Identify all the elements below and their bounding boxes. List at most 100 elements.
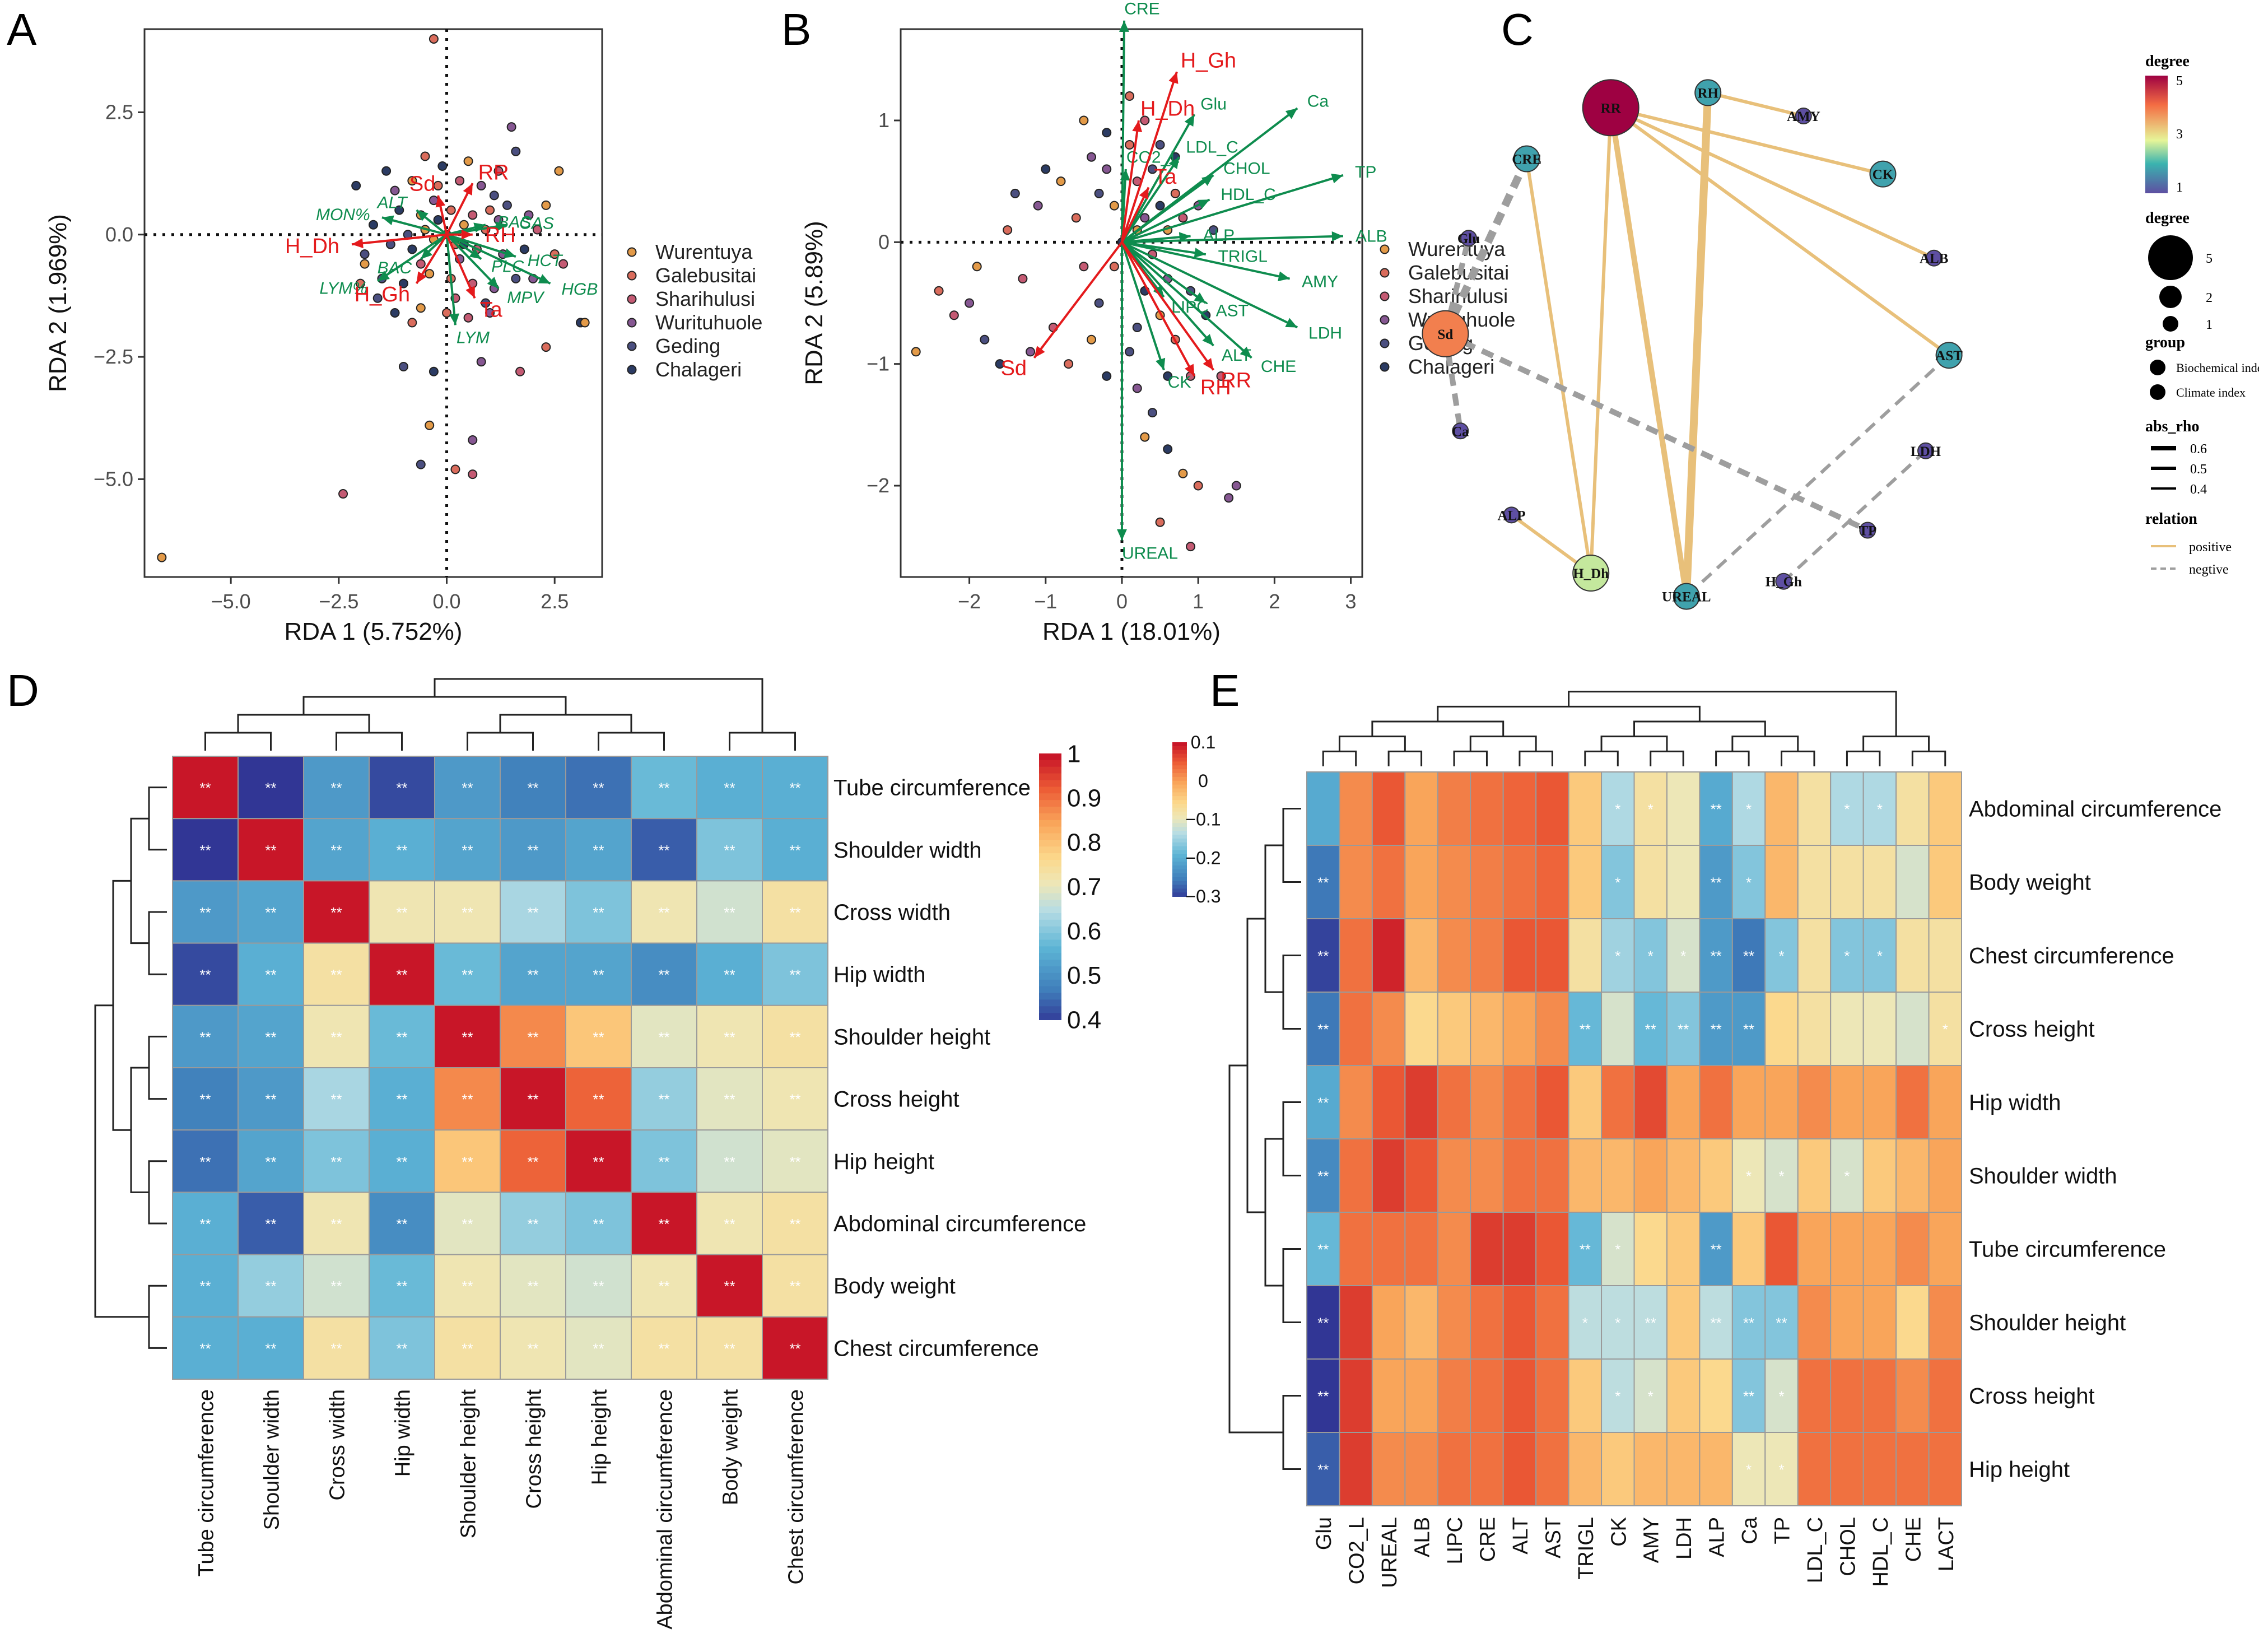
heat-cell bbox=[696, 1129, 763, 1193]
significance-label: ** bbox=[724, 780, 735, 797]
x-tick-label: 0 bbox=[1116, 590, 1128, 613]
colorbar-segment bbox=[1039, 787, 1061, 794]
data-point bbox=[360, 259, 370, 269]
heat-cell bbox=[1862, 1432, 1897, 1506]
node-h-gh bbox=[1775, 573, 1792, 590]
green-arrowhead-mpv bbox=[487, 277, 499, 288]
colorbar-segment bbox=[1172, 757, 1187, 762]
heat-cell bbox=[1928, 1138, 1963, 1213]
red-arrow-rh bbox=[1121, 241, 1196, 377]
row-label-shoulder-width: Shoulder width bbox=[833, 838, 982, 863]
colorbar-segment bbox=[1172, 773, 1187, 778]
green-arrowhead-alt bbox=[416, 210, 428, 221]
green-label-bac: BAC bbox=[378, 259, 412, 277]
colorbar-segment bbox=[1039, 979, 1061, 987]
data-point bbox=[511, 273, 521, 283]
green-arrow-hgb bbox=[446, 233, 551, 285]
significance-label: ** bbox=[330, 1340, 342, 1357]
column-dendrogram-branch bbox=[598, 732, 665, 751]
significance-label: ** bbox=[1711, 948, 1722, 965]
row-label-abdominal-circumference: Abdominal circumference bbox=[833, 1212, 1086, 1236]
significance-label: * bbox=[1746, 801, 1752, 818]
green-label-trigl: TRIGL bbox=[1218, 248, 1268, 266]
heat-cell bbox=[237, 818, 304, 882]
green-arrow-alb bbox=[1121, 235, 1344, 244]
heat-cell bbox=[1928, 1432, 1963, 1506]
node-tp bbox=[1859, 522, 1876, 539]
legend-label-wurituhuole: Wurituhuole bbox=[655, 311, 762, 334]
significance-label: ** bbox=[265, 1278, 276, 1295]
red-arrow-h-dh bbox=[351, 233, 447, 246]
data-point bbox=[1071, 213, 1081, 223]
heat-cell bbox=[1437, 845, 1471, 919]
heat-cell bbox=[762, 1192, 828, 1255]
significance-label: ** bbox=[265, 1340, 276, 1357]
heat-cell bbox=[303, 1129, 370, 1193]
x-tick-label: 2.5 bbox=[541, 590, 569, 613]
heat-cell bbox=[1699, 1432, 1733, 1506]
significance-label: * bbox=[1615, 801, 1620, 818]
col-label-trigl: TRIGL bbox=[1575, 1517, 1598, 1580]
data-point bbox=[446, 205, 456, 215]
red-arrowhead-rh bbox=[461, 229, 473, 240]
green-arrow-glu bbox=[1121, 114, 1196, 243]
row-dendrogram-branch bbox=[1282, 1395, 1301, 1470]
red-arrow-sd bbox=[1033, 241, 1123, 359]
row-label-shoulder-width: Shoulder width bbox=[1969, 1164, 2117, 1189]
heat-cell bbox=[1699, 1065, 1733, 1139]
heat-cell bbox=[1535, 992, 1569, 1066]
significance-label: * bbox=[1648, 1388, 1654, 1405]
row-label-shoulder-height: Shoulder height bbox=[833, 1025, 990, 1049]
colorbar-segment bbox=[1172, 881, 1187, 886]
legend-degree-colorbar bbox=[2145, 76, 2168, 193]
row-label-cross-height: Cross height bbox=[1969, 1017, 2095, 1042]
legend-relation-negative: negtive bbox=[2189, 562, 2229, 577]
y-tick-label: 0 bbox=[878, 230, 889, 253]
significance-label: ** bbox=[1743, 1315, 1754, 1332]
heat-cell bbox=[762, 1129, 828, 1193]
row-dendrogram-branch bbox=[148, 787, 167, 851]
red-label-h-gh: H_Gh bbox=[1181, 49, 1236, 72]
data-point bbox=[476, 180, 486, 190]
significance-label: ** bbox=[265, 966, 276, 983]
red-arrowhead-sd bbox=[435, 195, 446, 208]
heat-cell bbox=[1699, 1285, 1733, 1360]
heat-cell bbox=[1470, 771, 1504, 846]
heat-cell bbox=[1862, 1285, 1897, 1360]
heat-cell bbox=[172, 756, 239, 820]
data-point bbox=[1178, 468, 1188, 478]
heat-cell bbox=[369, 880, 435, 944]
row-dendrogram-branch bbox=[130, 817, 149, 944]
significance-label: ** bbox=[724, 1278, 735, 1295]
colorbar-segment bbox=[1172, 753, 1187, 758]
heat-cell bbox=[762, 1004, 828, 1069]
colorbar-segment bbox=[1039, 866, 1061, 874]
significance-label: ** bbox=[527, 1091, 538, 1108]
data-point bbox=[425, 269, 435, 279]
red-arrow-h-gh bbox=[1121, 71, 1178, 243]
legend-size-value: 5 bbox=[2206, 252, 2213, 266]
significance-label: * bbox=[1615, 1241, 1620, 1258]
data-point bbox=[485, 308, 495, 318]
heat-cell bbox=[1862, 918, 1897, 993]
green-arrow-mpv bbox=[446, 234, 500, 290]
row-label-tube-circumference: Tube circumference bbox=[1969, 1237, 2166, 1262]
heat-cell bbox=[1797, 918, 1832, 993]
heat-cell bbox=[303, 880, 370, 944]
node-label-tp: TP bbox=[1859, 523, 1876, 538]
node-label-h-gh: H_Gh bbox=[1766, 575, 1802, 590]
heat-cell bbox=[237, 1129, 304, 1193]
significance-label: ** bbox=[593, 780, 604, 797]
row-label-tube-circumference: Tube circumference bbox=[833, 776, 1031, 801]
colorbar-segment bbox=[1172, 865, 1187, 870]
data-point bbox=[532, 225, 542, 235]
significance-label: ** bbox=[789, 1340, 800, 1357]
edge-rh-ureal bbox=[1682, 92, 1712, 597]
column-dendrogram-branch bbox=[1387, 750, 1423, 766]
heat-cell bbox=[1764, 1358, 1799, 1433]
heat-cell bbox=[1437, 918, 1471, 993]
data-point bbox=[459, 220, 469, 230]
legend-degree-tick: 5 bbox=[2176, 74, 2183, 89]
